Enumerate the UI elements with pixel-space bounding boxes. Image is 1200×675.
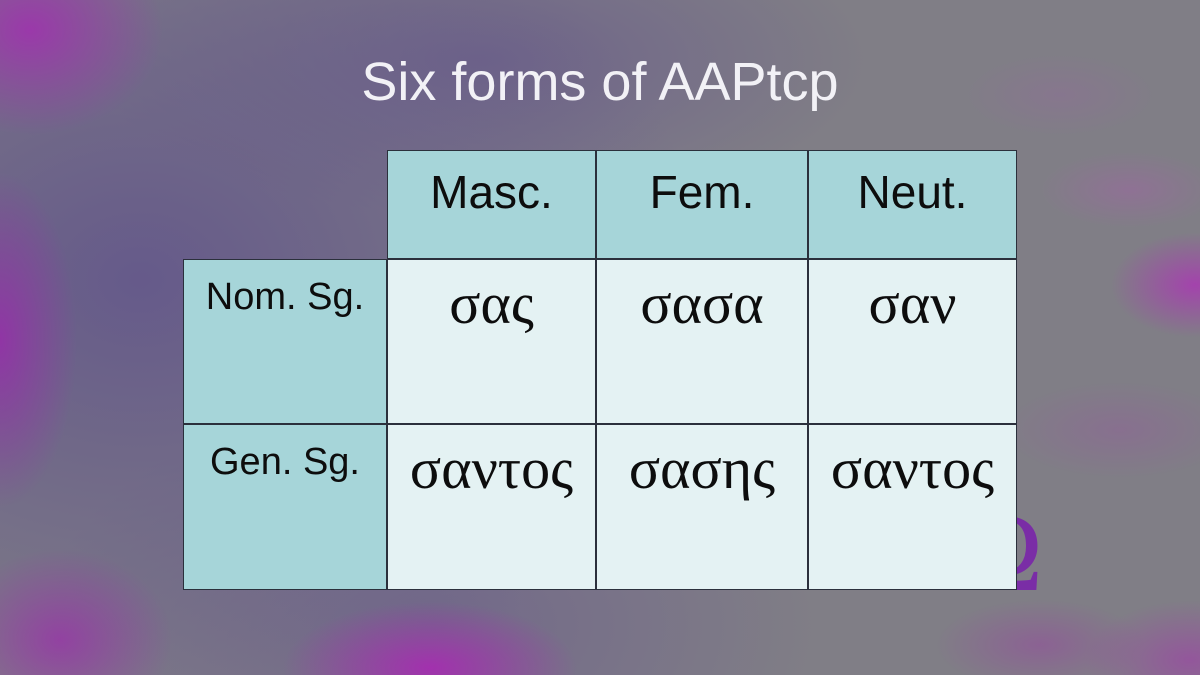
row-header-gen-sg: Gen. Sg. — [183, 424, 387, 590]
table-corner-spacer — [183, 150, 387, 259]
cell-nom-sg-fem: σασα — [596, 259, 808, 424]
cell-gen-sg-fem: σασης — [596, 424, 808, 590]
participle-forms-table: Masc. Fem. Neut. Nom. Sg. σας σασα σαν G… — [183, 150, 1017, 590]
cell-gen-sg-masc: σαντος — [387, 424, 596, 590]
column-header-fem: Fem. — [596, 150, 808, 259]
column-header-neut: Neut. — [808, 150, 1017, 259]
column-header-masc: Masc. — [387, 150, 596, 259]
cell-nom-sg-masc: σας — [387, 259, 596, 424]
cell-gen-sg-neut: σαντος — [808, 424, 1017, 590]
slide-title: Six forms of AAPtcp — [361, 52, 839, 112]
cell-nom-sg-neut: σαν — [808, 259, 1017, 424]
row-header-nom-sg: Nom. Sg. — [183, 259, 387, 424]
